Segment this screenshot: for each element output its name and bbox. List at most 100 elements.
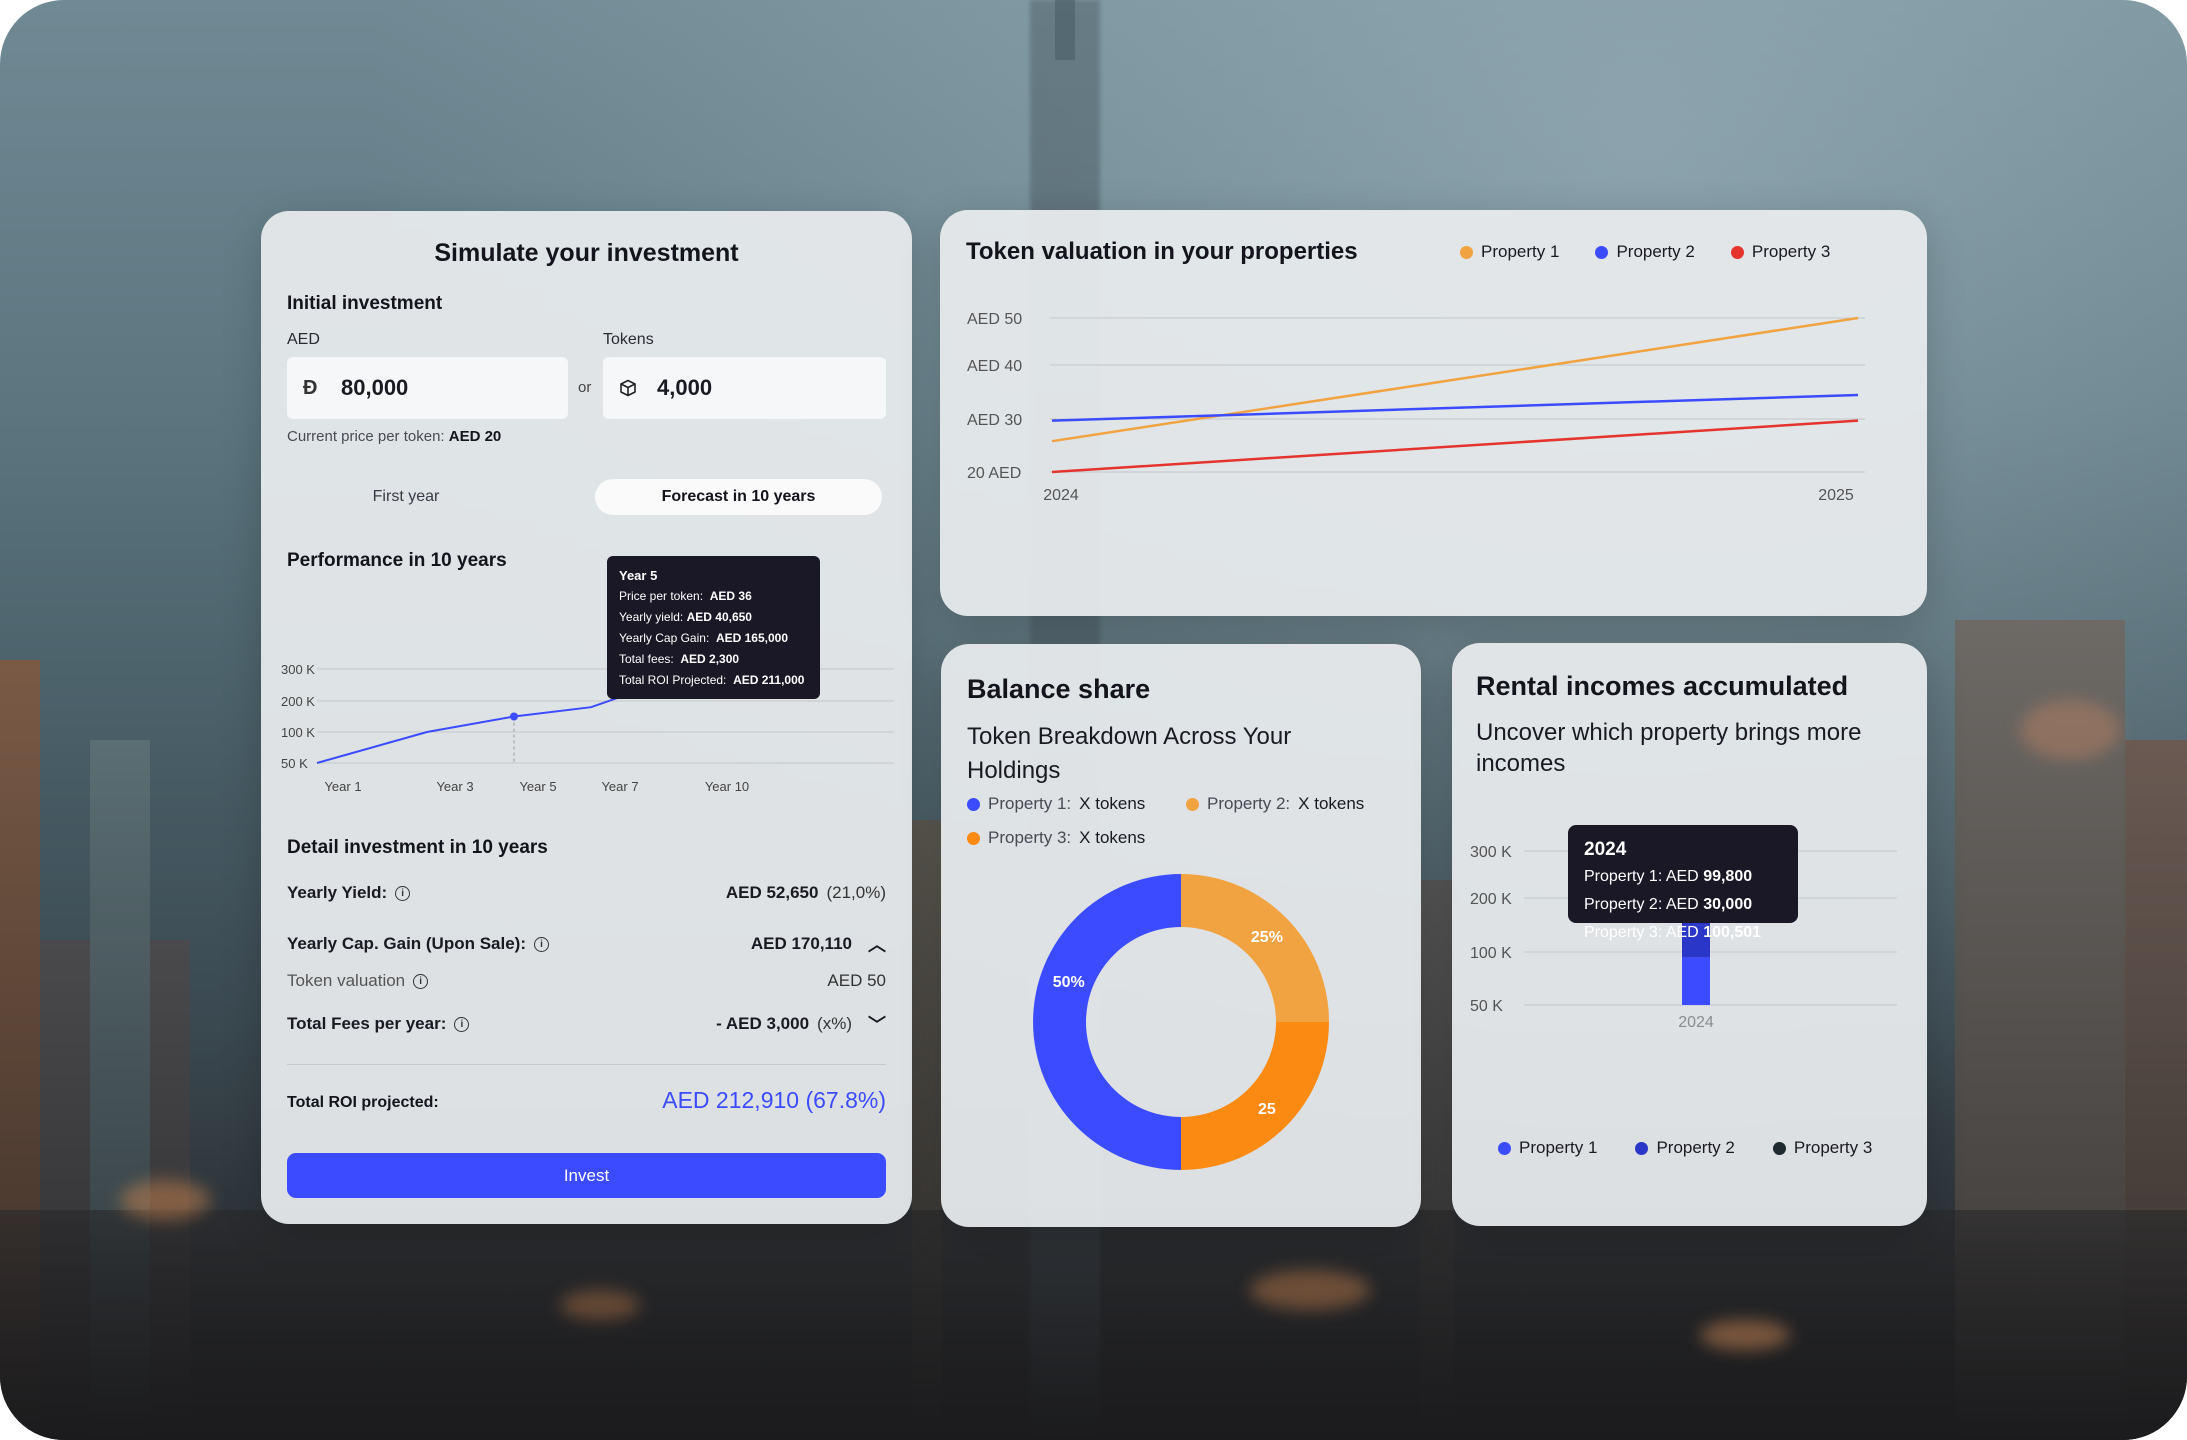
tooltip-row: Total ROI Projected: AED 211,000: [619, 670, 808, 691]
rental-tooltip: 2024 Property 1: AED 99,800 Property 2: …: [1568, 825, 1798, 941]
balance-title: Balance share: [967, 674, 1151, 704]
tooltip-row: Total fees: AED 2,300: [619, 649, 808, 670]
legend-item: Property 3: X tokens: [967, 828, 1145, 848]
fees-row[interactable]: Total Fees per year: i - AED 3,000 (x%) ﹀: [287, 1011, 886, 1037]
legend-dot: [967, 797, 980, 811]
balance-subtitle: Token Breakdown Across Your Holdings: [967, 723, 1292, 784]
x-tick-label: Year 1: [324, 779, 361, 794]
x-tick-label: Year 5: [519, 779, 556, 794]
info-icon[interactable]: i: [534, 936, 550, 952]
donut-slice: [1181, 874, 1329, 1022]
y-tick-label: 100 K: [1470, 945, 1512, 962]
valuation-row: Token valuation i AED 50: [287, 971, 886, 991]
legend-value: X tokens: [1079, 794, 1146, 813]
legend-value: X tokens: [1079, 828, 1146, 847]
legend-dot: [1186, 797, 1199, 811]
detail-title: Detail investment in 10 years: [287, 837, 548, 858]
y-tick-label: 50 K: [1470, 998, 1503, 1015]
legend-item[interactable]: Property 2: [1635, 1138, 1735, 1158]
tokens-input[interactable]: 4,000: [603, 357, 886, 419]
x-tick-label: 2024: [1678, 1014, 1714, 1031]
divider: [287, 1064, 886, 1065]
tooltip-key: Yearly Cap Gain:: [619, 631, 710, 645]
aed-input[interactable]: Ð 80,000: [287, 357, 568, 419]
tooltip-value: 100,501: [1703, 924, 1762, 941]
tooltip-currency: AED: [1665, 924, 1699, 941]
info-icon[interactable]: i: [395, 885, 411, 901]
legend-item: Property 1: X tokens: [967, 794, 1145, 814]
x-tick-label: Year 10: [705, 779, 749, 794]
fees-label: Total Fees per year:: [287, 1014, 447, 1033]
valuation-label: Token valuation: [287, 971, 406, 990]
or-label: or: [578, 379, 592, 396]
y-tick-label: 50 K: [281, 756, 308, 771]
tooltip-key: Property 2:: [1584, 896, 1663, 913]
capgain-row[interactable]: Yearly Cap. Gain (Upon Sale): i AED 170,1…: [287, 931, 886, 957]
tooltip-key: Property 3:: [1584, 924, 1663, 941]
legend-label: Property 1: [1481, 242, 1560, 261]
y-tick-label: AED 40: [967, 358, 1022, 375]
invest-button[interactable]: Invest: [287, 1153, 886, 1198]
y-tick-label: 20 AED: [967, 465, 1021, 482]
tooltip-key: Yearly yield:: [619, 610, 684, 624]
tooltip-key: Property 1:: [1584, 868, 1663, 885]
tooltip-row: Property 2: AED 30,000: [1584, 891, 1782, 919]
tooltip-title: 2024: [1584, 839, 1627, 860]
cube-icon: [619, 379, 647, 397]
y-tick-label: 300 K: [281, 662, 315, 677]
tab-first-year[interactable]: First year: [372, 488, 440, 505]
chevron-up-icon[interactable]: ︿: [868, 935, 886, 955]
legend-dot: [967, 831, 980, 845]
legend-item[interactable]: Property 1: [1460, 242, 1559, 262]
rental-incomes-card: Rental incomes accumulated Uncover which…: [1452, 643, 1927, 1226]
initial-investment-label: Initial investment: [287, 293, 443, 314]
series-line: [1051, 393, 1859, 422]
bar-segment: [1682, 957, 1710, 1005]
rental-legend: Property 1 Property 2 Property 3: [1498, 1138, 1872, 1158]
rental-subtitle: Uncover which property brings more incom…: [1476, 719, 1862, 777]
performance-title: Performance in 10 years: [287, 550, 507, 571]
chevron-down-icon[interactable]: ﹀: [868, 1015, 886, 1035]
legend-dot: [1635, 1141, 1649, 1155]
legend-dot: [1498, 1141, 1511, 1155]
info-icon[interactable]: i: [454, 1016, 470, 1032]
x-tick-label: Year 3: [436, 779, 473, 794]
info-icon[interactable]: i: [413, 973, 429, 989]
y-tick-label: 300 K: [1470, 844, 1512, 861]
yield-label: Yearly Yield:: [287, 883, 388, 902]
donut-slice: [1181, 1022, 1329, 1170]
legend-label: Property 3: [1751, 242, 1831, 261]
valuation-value: AED 50: [827, 971, 886, 990]
dirham-icon: Ð: [303, 376, 318, 399]
tokens-input-value: 4,000: [657, 375, 713, 400]
x-tick-label: 2025: [1818, 487, 1854, 504]
balance-donut-chart: 25% 25 50%: [1033, 874, 1329, 1170]
tooltip-key: Total fees:: [619, 652, 674, 666]
legend-value: X tokens: [1298, 794, 1365, 813]
tooltip-row: Yearly Cap Gain: AED 165,000: [619, 628, 808, 649]
legend-item[interactable]: Property 1: [1498, 1138, 1597, 1158]
legend-item[interactable]: Property 3: [1772, 1138, 1872, 1158]
legend-item[interactable]: Property 3: [1730, 242, 1831, 262]
legend-label: Property 3:: [988, 828, 1072, 847]
capgain-value: AED 170,110: [750, 934, 852, 953]
legend-item[interactable]: Property 2: [1595, 242, 1695, 262]
legend-label: Property 2: [1656, 1138, 1735, 1157]
tooltip-currency: AED: [1665, 896, 1699, 913]
y-tick-label: AED 50: [967, 311, 1022, 328]
donut-label: 25%: [1251, 929, 1283, 946]
tab-forecast-10-years[interactable]: Forecast in 10 years: [595, 479, 882, 515]
tooltip-value: AED 36: [709, 589, 752, 603]
donut-label: 25: [1258, 1101, 1276, 1118]
y-tick-label: AED 30: [967, 412, 1022, 429]
y-tick-label: 200 K: [281, 694, 315, 709]
legend-dot: [1730, 245, 1744, 259]
tooltip-title: Year 5: [619, 568, 658, 583]
y-tick-label: 200 K: [1470, 891, 1512, 908]
price-hint-value: AED 20: [448, 428, 502, 445]
x-tick-label: Year 7: [601, 779, 638, 794]
tooltip-currency: AED: [1665, 868, 1699, 885]
aed-input-value: 80,000: [341, 375, 409, 400]
tooltip-value: AED 40,650: [686, 610, 752, 624]
performance-point: [510, 712, 518, 721]
